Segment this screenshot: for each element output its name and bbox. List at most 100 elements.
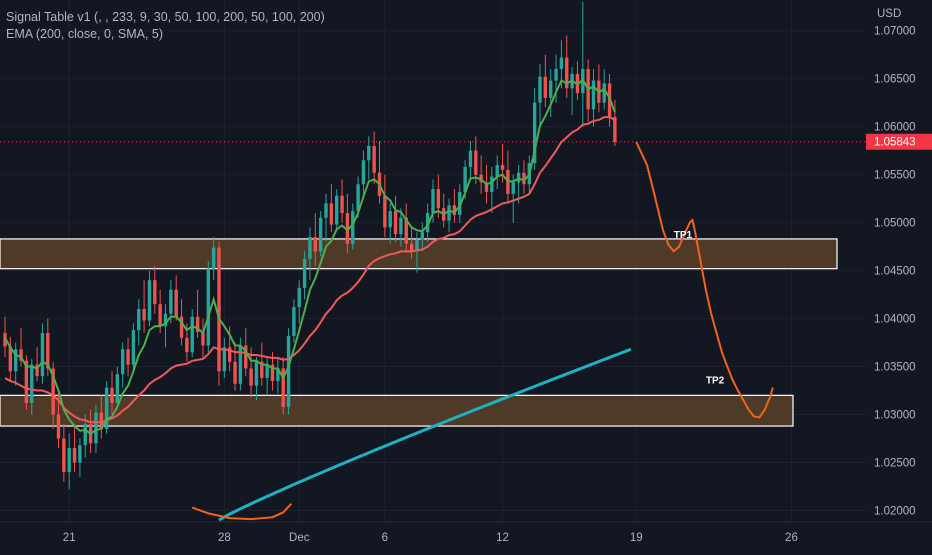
candle-body (131, 330, 136, 365)
axes: USD 1.07000 1.06500 1.06000 1.05500 1.05000 1.… (0, 8, 932, 544)
last-price-value: 1.05843 (874, 137, 916, 149)
projection-path (635, 141, 774, 419)
y-tick-label: 1.06000 (874, 122, 916, 134)
candle-body (137, 308, 141, 331)
candle-body (361, 160, 366, 185)
candle-body (372, 145, 376, 173)
x-tick-label: Dec (289, 532, 310, 544)
candle-body (179, 316, 184, 338)
candle-body (35, 364, 39, 377)
candle-body (484, 182, 489, 192)
candle-body (495, 165, 499, 177)
candle-body (142, 308, 146, 321)
candle-body (474, 150, 478, 175)
support-zone (0, 394, 794, 427)
projection-drawing: TP1 TP2 (191, 141, 774, 521)
x-tick-label: 12 (496, 532, 509, 544)
candle-body (281, 368, 285, 407)
candle-body (549, 80, 553, 98)
candle-body (72, 448, 77, 463)
ema-200-series (218, 347, 632, 522)
support-zones (0, 238, 838, 427)
last-price-badge (866, 133, 932, 150)
candle-body (340, 195, 344, 214)
candle-body (24, 360, 29, 404)
candle-body (420, 232, 424, 240)
y-tick-label: 1.06500 (874, 74, 916, 86)
candle-body (206, 268, 210, 346)
candle-body (399, 217, 403, 235)
candle-body (452, 205, 457, 215)
candle-body (409, 243, 414, 252)
candle-body (543, 76, 548, 98)
candle-body (463, 166, 467, 192)
y-tick-label: 1.07000 (874, 26, 916, 38)
candle-body (115, 374, 120, 404)
indicator-ema[interactable]: EMA (200, close, 0, SMA, 5) (6, 27, 164, 41)
candle-body (163, 313, 168, 327)
candle-body (393, 211, 398, 235)
y-tick-label: 1.04500 (874, 266, 916, 278)
y-tick-label: 1.05000 (874, 218, 916, 230)
candle-body (329, 203, 334, 225)
candle-body (404, 217, 408, 244)
candle-body (511, 182, 515, 194)
candle-body (367, 145, 371, 161)
candle-body (302, 259, 307, 288)
candle-body (121, 349, 125, 375)
candle-body (169, 289, 173, 314)
x-tick-label: 6 (382, 532, 388, 544)
candle-body (83, 424, 87, 446)
indicator-signal-table[interactable]: Signal Table v1 (, , 233, 9, 30, 50, 100… (6, 10, 325, 24)
currency-label: USD (877, 8, 901, 20)
candle-body (233, 361, 237, 384)
candle-body (185, 337, 189, 353)
candle-body (62, 438, 66, 473)
candle-body (468, 150, 473, 167)
candle-body (46, 332, 50, 369)
candles (3, 1, 617, 490)
candle-body (591, 80, 596, 110)
x-tick-label: 19 (630, 532, 643, 544)
candle-body (276, 368, 280, 381)
candle-body (153, 280, 157, 305)
candle-body (297, 287, 301, 308)
candle-body (565, 57, 569, 89)
candle-body (249, 368, 253, 386)
y-tick-label: 1.02000 (874, 505, 916, 517)
candle-body (211, 247, 216, 269)
candle-body (313, 237, 317, 252)
y-tick-label: 1.02500 (874, 458, 916, 470)
candle-body (447, 205, 451, 221)
candle-body (104, 387, 109, 429)
x-tick-label: 21 (63, 532, 76, 544)
candle-body (158, 304, 162, 327)
candle-body (351, 211, 355, 244)
x-tick-label: 28 (218, 532, 231, 544)
projection-path-lower (191, 503, 292, 521)
candle-body (356, 184, 360, 212)
candle-body (19, 349, 23, 361)
candle-body (254, 361, 259, 386)
ema-fast-series (4, 78, 616, 435)
candle-body (238, 345, 243, 384)
candle-body (147, 280, 152, 321)
candle-body (174, 289, 178, 317)
candle-body (602, 83, 606, 103)
candle-body (217, 247, 221, 372)
candle-body (532, 102, 537, 164)
candle-body (388, 211, 392, 228)
candle-body (99, 412, 103, 429)
candle-body (30, 364, 34, 404)
candle-body (40, 332, 45, 377)
candle-body (244, 345, 248, 369)
indicator-legend: Signal Table v1 (, , 233, 9, 30, 50, 100… (6, 9, 325, 43)
candle-body (324, 203, 328, 218)
candle-body (425, 213, 430, 233)
candle-body (78, 445, 82, 463)
candle-body (14, 349, 18, 372)
candle-body (8, 346, 13, 372)
candle-body (228, 347, 232, 362)
